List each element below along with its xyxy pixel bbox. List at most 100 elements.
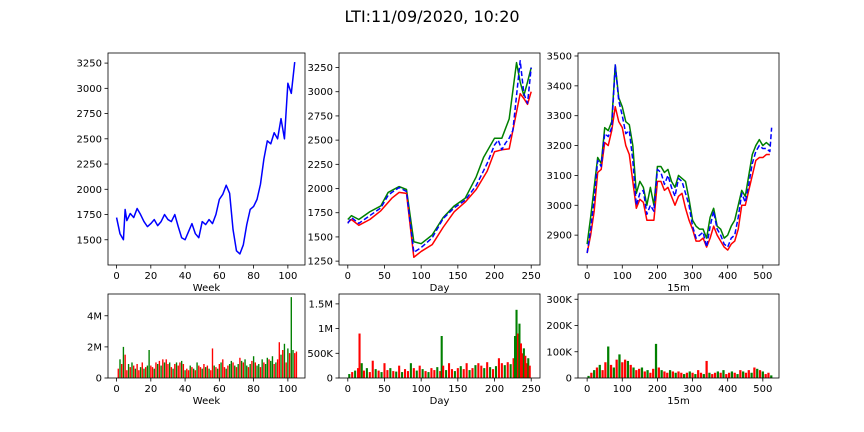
- volume-bar: [203, 364, 205, 378]
- y-tick-label: 2000: [77, 185, 102, 196]
- volume-bar: [436, 367, 439, 378]
- x-tick-label: 500: [753, 384, 772, 395]
- x-tick-label: 0: [113, 271, 119, 282]
- chart-volume-week: 0 20 40 60 80 100 0 2M 4M Week: [87, 293, 306, 407]
- plot-area: [578, 294, 779, 378]
- x-tick-label: 0: [345, 271, 351, 282]
- volume-bar: [244, 359, 246, 378]
- volume-bar: [433, 370, 436, 378]
- y-tick-label: 3000: [77, 84, 102, 95]
- volume-bar: [697, 370, 700, 378]
- series-line-0: [586, 64, 771, 245]
- volume-bar: [263, 362, 265, 378]
- x-tick-label: 200: [485, 271, 504, 282]
- volume-bar: [727, 372, 731, 378]
- x-tick-label: 60: [213, 271, 226, 282]
- x-tick-label: 60: [213, 384, 226, 395]
- volume-bar: [424, 371, 427, 378]
- volume-bar: [148, 350, 150, 378]
- volume-bar: [392, 371, 395, 378]
- volume-bar: [524, 355, 527, 378]
- volume-bar: [139, 367, 142, 378]
- volume-bar: [632, 367, 635, 378]
- volume-bar: [494, 366, 498, 378]
- volume-bar: [357, 368, 360, 378]
- volume-bar: [215, 367, 217, 378]
- volume-bar: [497, 358, 500, 378]
- volume-bar: [167, 364, 169, 378]
- volume-bar: [587, 375, 590, 378]
- x-tick-label: 100: [278, 384, 297, 395]
- volume-bar: [275, 362, 277, 378]
- volume-bar: [155, 362, 157, 378]
- volume-bar: [204, 367, 207, 378]
- volume-bar: [439, 371, 442, 378]
- plot-marks: [586, 64, 773, 254]
- volume-bar: [514, 336, 517, 378]
- volume-bar: [719, 372, 722, 378]
- volume-bar: [158, 360, 161, 378]
- x-tick-label: 40: [179, 384, 192, 395]
- series-line-2: [347, 59, 532, 254]
- x-tick-label: 100: [412, 271, 431, 282]
- x-tick-label: 0: [113, 384, 119, 395]
- volume-bar: [462, 369, 465, 378]
- axes-frame: [338, 293, 541, 379]
- volume-bar: [512, 358, 515, 378]
- y-tick-label: 4M: [87, 311, 102, 322]
- volume-bar: [168, 362, 171, 378]
- volume-bar: [652, 368, 655, 378]
- y-tick-label: 1500: [308, 232, 333, 243]
- volume-bar: [184, 370, 186, 378]
- y-tick-label: 2250: [308, 160, 333, 171]
- volume-bar: [509, 364, 512, 378]
- volume-bar: [415, 370, 418, 378]
- volume-bar: [187, 370, 190, 378]
- plot-marks: [115, 62, 296, 255]
- y-tick-label: 0: [566, 374, 572, 385]
- volume-bar: [471, 368, 474, 378]
- volume-bar: [141, 362, 143, 378]
- chart-price-15m: 0 100 200 300 400 500 2900 3000 3100 3200 3300 3400…: [547, 51, 780, 294]
- volume-bar: [629, 364, 632, 378]
- volume-bar: [230, 360, 233, 378]
- volume-bar: [635, 370, 638, 378]
- volume-bar: [626, 360, 630, 378]
- volume-bar: [182, 364, 185, 378]
- volume-bar: [213, 365, 215, 378]
- plot-marks: [587, 343, 773, 378]
- volume-bar: [409, 363, 412, 378]
- volume-bar: [191, 367, 193, 378]
- x-tick-label: 500: [753, 271, 772, 282]
- volume-bar: [295, 351, 298, 378]
- volume-bar: [377, 370, 380, 378]
- volume-bar: [674, 372, 677, 378]
- axes-frame: [338, 52, 541, 266]
- x-axis-label: 15m: [667, 396, 689, 407]
- volume-bar: [278, 342, 280, 378]
- volume-bar: [264, 364, 267, 378]
- y-tick-label: 1750: [77, 210, 102, 221]
- volume-bar: [180, 360, 183, 378]
- x-tick-label: 100: [613, 384, 632, 395]
- volume-bar: [258, 364, 260, 378]
- volume-bar: [360, 363, 363, 378]
- volume-bar: [646, 370, 649, 378]
- x-axis-label: Week: [193, 283, 221, 294]
- volume-bar: [251, 360, 253, 378]
- volume-bar: [389, 368, 392, 378]
- volume-bar: [170, 367, 173, 378]
- volume-bar: [699, 372, 703, 378]
- volume-bar: [447, 363, 451, 378]
- volume-bar: [764, 374, 767, 378]
- axes-frame: [577, 293, 780, 379]
- volume-bar: [237, 364, 239, 378]
- volume-bar: [186, 368, 188, 378]
- volume-bar: [163, 362, 166, 378]
- volume-bar: [270, 360, 272, 378]
- x-tick-label: 0: [345, 384, 351, 395]
- x-tick-label: 80: [247, 384, 260, 395]
- volume-bar: [153, 368, 155, 378]
- volume-bar: [242, 362, 245, 378]
